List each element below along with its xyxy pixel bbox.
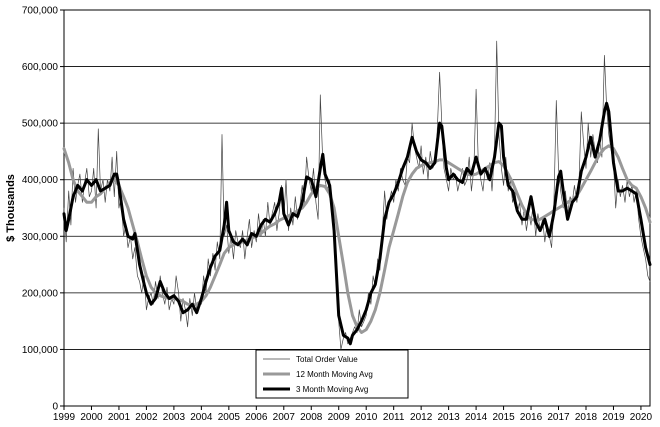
x-axis-ticks: 1999 2000 2001 2002 2003 2004 2005 2006 2007 2008…	[53, 406, 653, 423]
x-tick-label: 2005	[218, 412, 241, 423]
x-tick-label: 2016	[520, 412, 543, 423]
x-tick-label: 2007	[273, 412, 296, 423]
x-tick-label: 2002	[135, 412, 158, 423]
legend-label-total-order-value: Total Order Value	[296, 355, 358, 364]
plot-area	[63, 9, 651, 407]
x-tick-label: 2003	[163, 412, 186, 423]
y-axis-label: $ Thousands	[5, 174, 17, 242]
y-tick-label: 600,000	[22, 62, 59, 73]
x-tick-label: 2006	[245, 412, 268, 423]
x-tick-label: 2011	[383, 412, 405, 423]
x-tick-label: 2001	[108, 412, 131, 423]
x-tick-label: 2015	[492, 412, 515, 423]
x-tick-label: 2017	[547, 412, 570, 423]
series-line-3-month-moving-avg	[62, 101, 652, 346]
x-tick-label: 2008	[300, 412, 323, 423]
y-tick-label: 400,000	[22, 175, 59, 186]
y-tick-label: 0	[52, 402, 58, 413]
x-tick-label: 2004	[190, 412, 213, 423]
x-tick-label: 2010	[355, 412, 378, 423]
series-layer	[62, 40, 652, 350]
y-tick-label: 300,000	[22, 232, 59, 243]
x-tick-label: 2014	[465, 412, 488, 423]
x-tick-label: 2013	[437, 412, 460, 423]
gridlines	[64, 66, 650, 350]
y-tick-label: 500,000	[22, 119, 59, 130]
y-tick-label: 100,000	[22, 345, 59, 356]
x-tick-label: 2018	[575, 412, 598, 423]
y-axis-ticks: 0 100,000 200,000 300,000 400,000 500,000 600,…	[22, 6, 64, 413]
x-tick-label: 1999	[53, 412, 76, 423]
y-tick-label: 700,000	[22, 6, 59, 17]
legend-label-12-month-moving-avg: 12 Month Moving Avg	[296, 370, 373, 379]
legend-label-3-month-moving-avg: 3 Month Moving Avg	[296, 385, 368, 394]
x-tick-label: 2000	[80, 412, 103, 423]
x-tick-label: 2019	[602, 412, 625, 423]
legend: Total Order Value 12 Month Moving Avg 3 Mo…	[255, 349, 409, 399]
y-tick-label: 200,000	[22, 288, 59, 299]
x-tick-label: 2012	[410, 412, 433, 423]
x-tick-label: 2009	[328, 412, 351, 423]
x-tick-label: 2020	[630, 412, 653, 423]
